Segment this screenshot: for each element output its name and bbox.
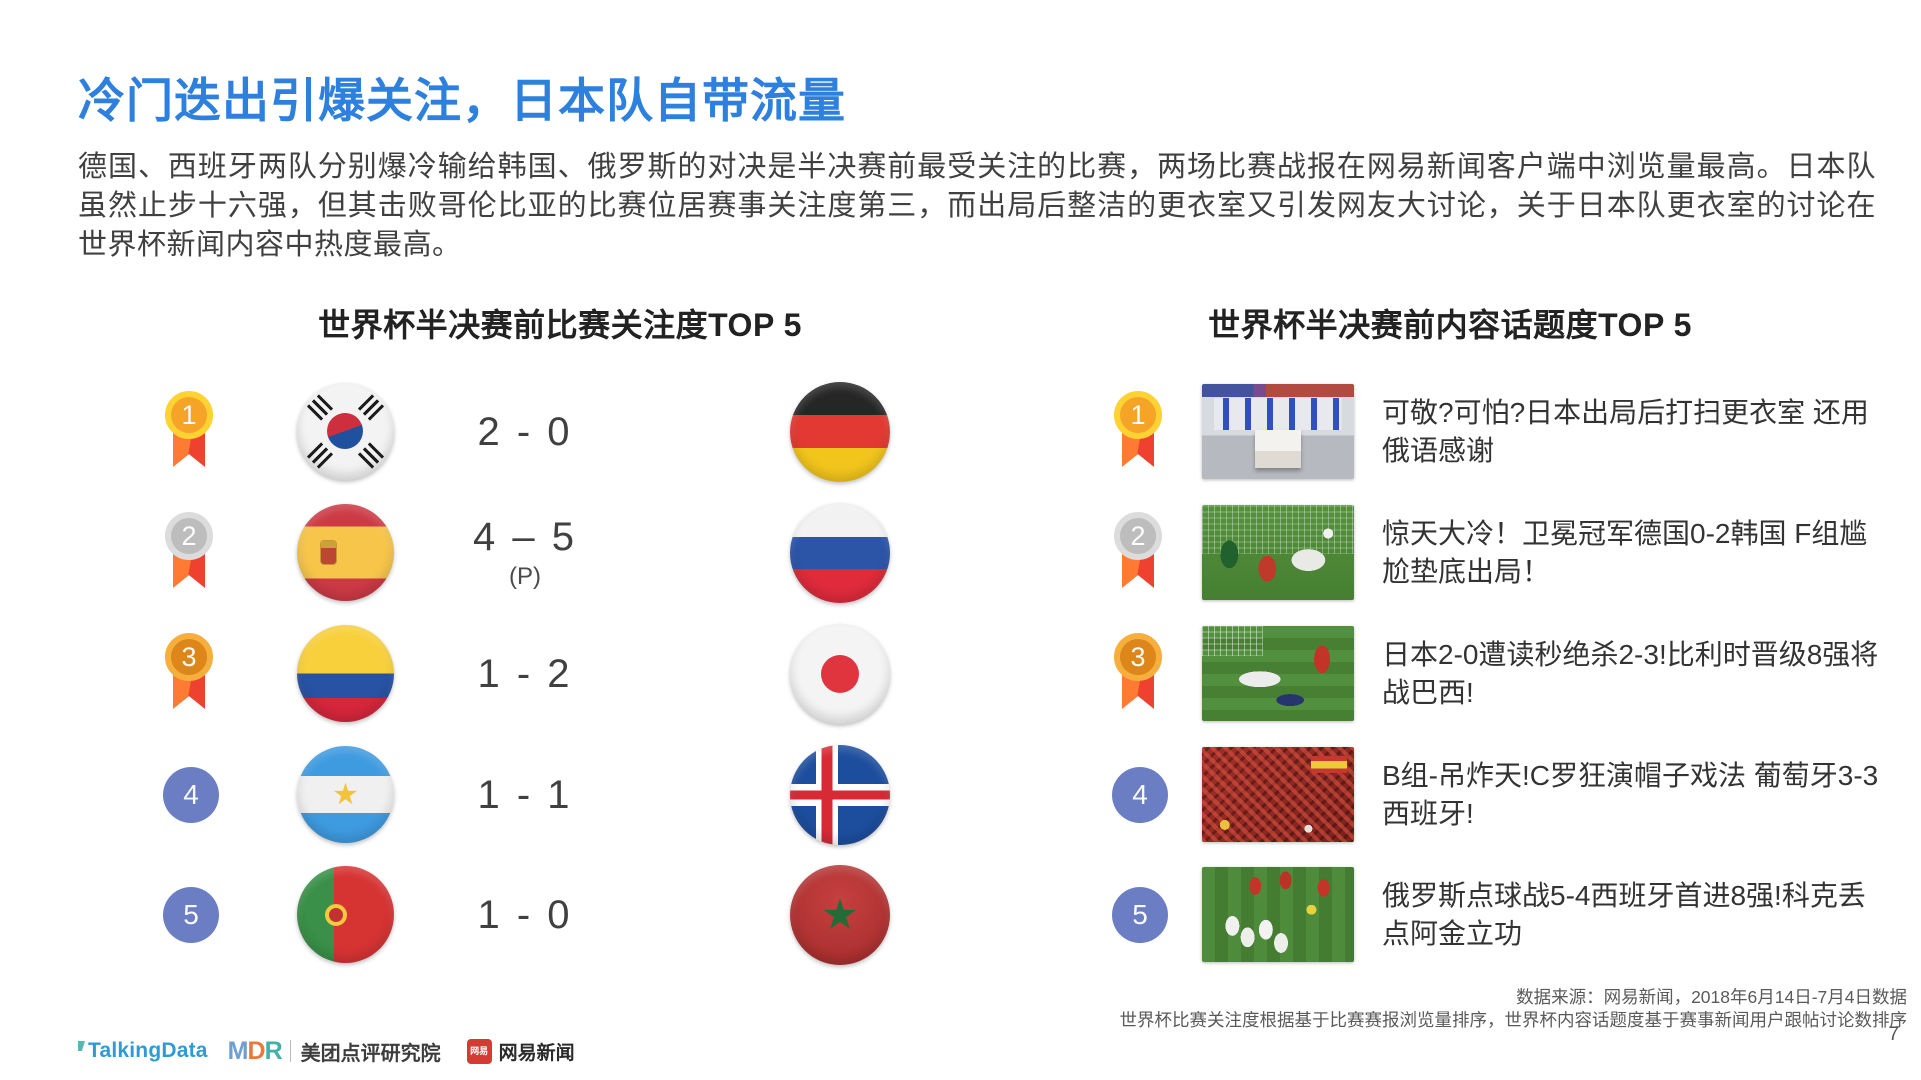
rank-4-badge: 4 [161,755,221,835]
silver-medal-icon: 2 [159,512,219,592]
news-headline: 俄罗斯点球战5-4西班牙首进8强!科克丢点阿金立功 [1382,880,1866,949]
rank-number: 4 [1112,767,1168,823]
news-thumbnail-locker-room [1202,384,1354,479]
match-row-3: 3 1 - 2 [0,614,1921,734]
bronze-medal-icon: 3 [1108,633,1168,713]
page-title: 冷门迭出引爆关注，日本队自带流量 [78,74,846,127]
flag-germany-icon [790,382,890,482]
content-topic-heading: 世界杯半决赛前内容话题度TOP 5 [1208,307,1692,343]
match-score: 4 – 5 (P) [473,515,577,590]
bronze-medal-icon: 3 [159,633,219,713]
rank-4-badge: 4 [1110,755,1170,835]
rank-number: 5 [163,887,219,943]
news-headline: B组-吊炸天!C罗狂演帽子戏法 葡萄牙3-3西班牙! [1382,760,1879,829]
flag-iceland-icon [790,745,890,845]
page-number: 7 [1888,1024,1899,1045]
talkingdata-tick-icon [78,1041,85,1051]
silver-medal-icon: 2 [1108,512,1168,592]
topic-row-4: 4 B组-吊炸天!C罗狂演帽子戏法 葡萄牙3-3西班牙! [0,735,1921,855]
match-row-4: 4 1 - 1 [0,735,1921,855]
flag-argentina-icon [297,746,394,843]
match-row-5: 5 1 - 0 [0,855,1921,975]
logo-divider [289,1040,291,1062]
gold-medal-icon: 1 [1108,391,1168,471]
meituan-dianping-research-logo: 美团点评研究院 [300,1042,441,1065]
news-headline: 可敬?可怕?日本出局后打扫更衣室 还用俄语感谢 [1382,397,1869,466]
news-thumbnail-japan-belgium [1202,626,1354,721]
rank-number: 2 [1114,512,1162,560]
intro-paragraph: 德国、西班牙两队分别爆冷输给韩国、俄罗斯的对决是半决赛前最受关注的比赛，两场比赛… [78,151,1876,261]
rank-number: 4 [163,767,219,823]
news-headline: 惊天大冷！卫冕冠军德国0-2韩国 F组尴尬垫底出局！ [1382,518,1868,587]
flag-south-korea-icon [297,383,394,480]
match-row-2: 2 4 – 5 (P) [0,493,1921,613]
source-line-1: 数据来源：网易新闻，2018年6月14日-7月4日数据 [1516,987,1907,1007]
flag-colombia-icon [297,625,394,722]
match-score: 1 - 0 [477,892,573,937]
news-thumbnail-russia-spain [1202,867,1354,962]
rank-number: 2 [165,512,213,560]
netease-logo-icon: 网易 [466,1038,492,1064]
news-headline: 日本2-0遭读秒绝杀2-3!比利时晋级8强将战巴西! [1382,639,1879,708]
flag-morocco-icon [790,865,890,965]
rank-number: 1 [165,391,213,439]
rank-number: 3 [1114,633,1162,681]
topic-row-5: 5 俄罗斯点球战5-4西班牙首进8强!科克丢点阿金立功 [0,855,1921,975]
netease-news-logo: 网易新闻 [498,1042,575,1064]
topic-row-2: 2 惊天大冷！卫冕冠军德国0-2韩国 F组尴尬垫底出局！ [0,493,1921,613]
rank-5-badge: 5 [161,875,221,955]
talkingdata-logo: TalkingData [88,1039,208,1062]
flag-japan-icon [790,624,890,724]
rank-number: 3 [165,633,213,681]
rank-number: 1 [1114,391,1162,439]
flag-portugal-icon [297,866,394,963]
news-thumbnail-germany-korea [1202,505,1354,600]
data-source-note: 数据来源：网易新闻，2018年6月14日-7月4日数据 世界杯比赛关注度根据基于… [1120,986,1908,1032]
source-line-2: 世界杯比赛关注度根据基于比赛赛报浏览量排序，世界杯内容话题度基于赛事新闻用户跟帖… [1119,1010,1908,1030]
match-score: 1 - 1 [477,772,573,817]
match-attention-heading: 世界杯半决赛前比赛关注度TOP 5 [318,307,802,343]
topic-row-3: 3 日本2-0遭读秒绝杀2-3!比利时晋级8强将战巴西! [0,614,1921,734]
gold-medal-icon: 1 [159,391,219,471]
match-score: 1 - 2 [477,651,573,696]
news-thumbnail-portugal-spain [1202,747,1354,842]
match-row-1: 1 2 - 0 [0,372,1921,492]
rank-number: 5 [1112,887,1168,943]
flag-russia-icon [790,503,890,603]
rank-5-badge: 5 [1110,875,1170,955]
match-score: 2 - 0 [477,409,573,454]
topic-row-1: 1 可敬?可怕?日本出局后打扫更衣室 还用俄语感谢 [0,372,1921,492]
flag-spain-icon [297,504,394,601]
